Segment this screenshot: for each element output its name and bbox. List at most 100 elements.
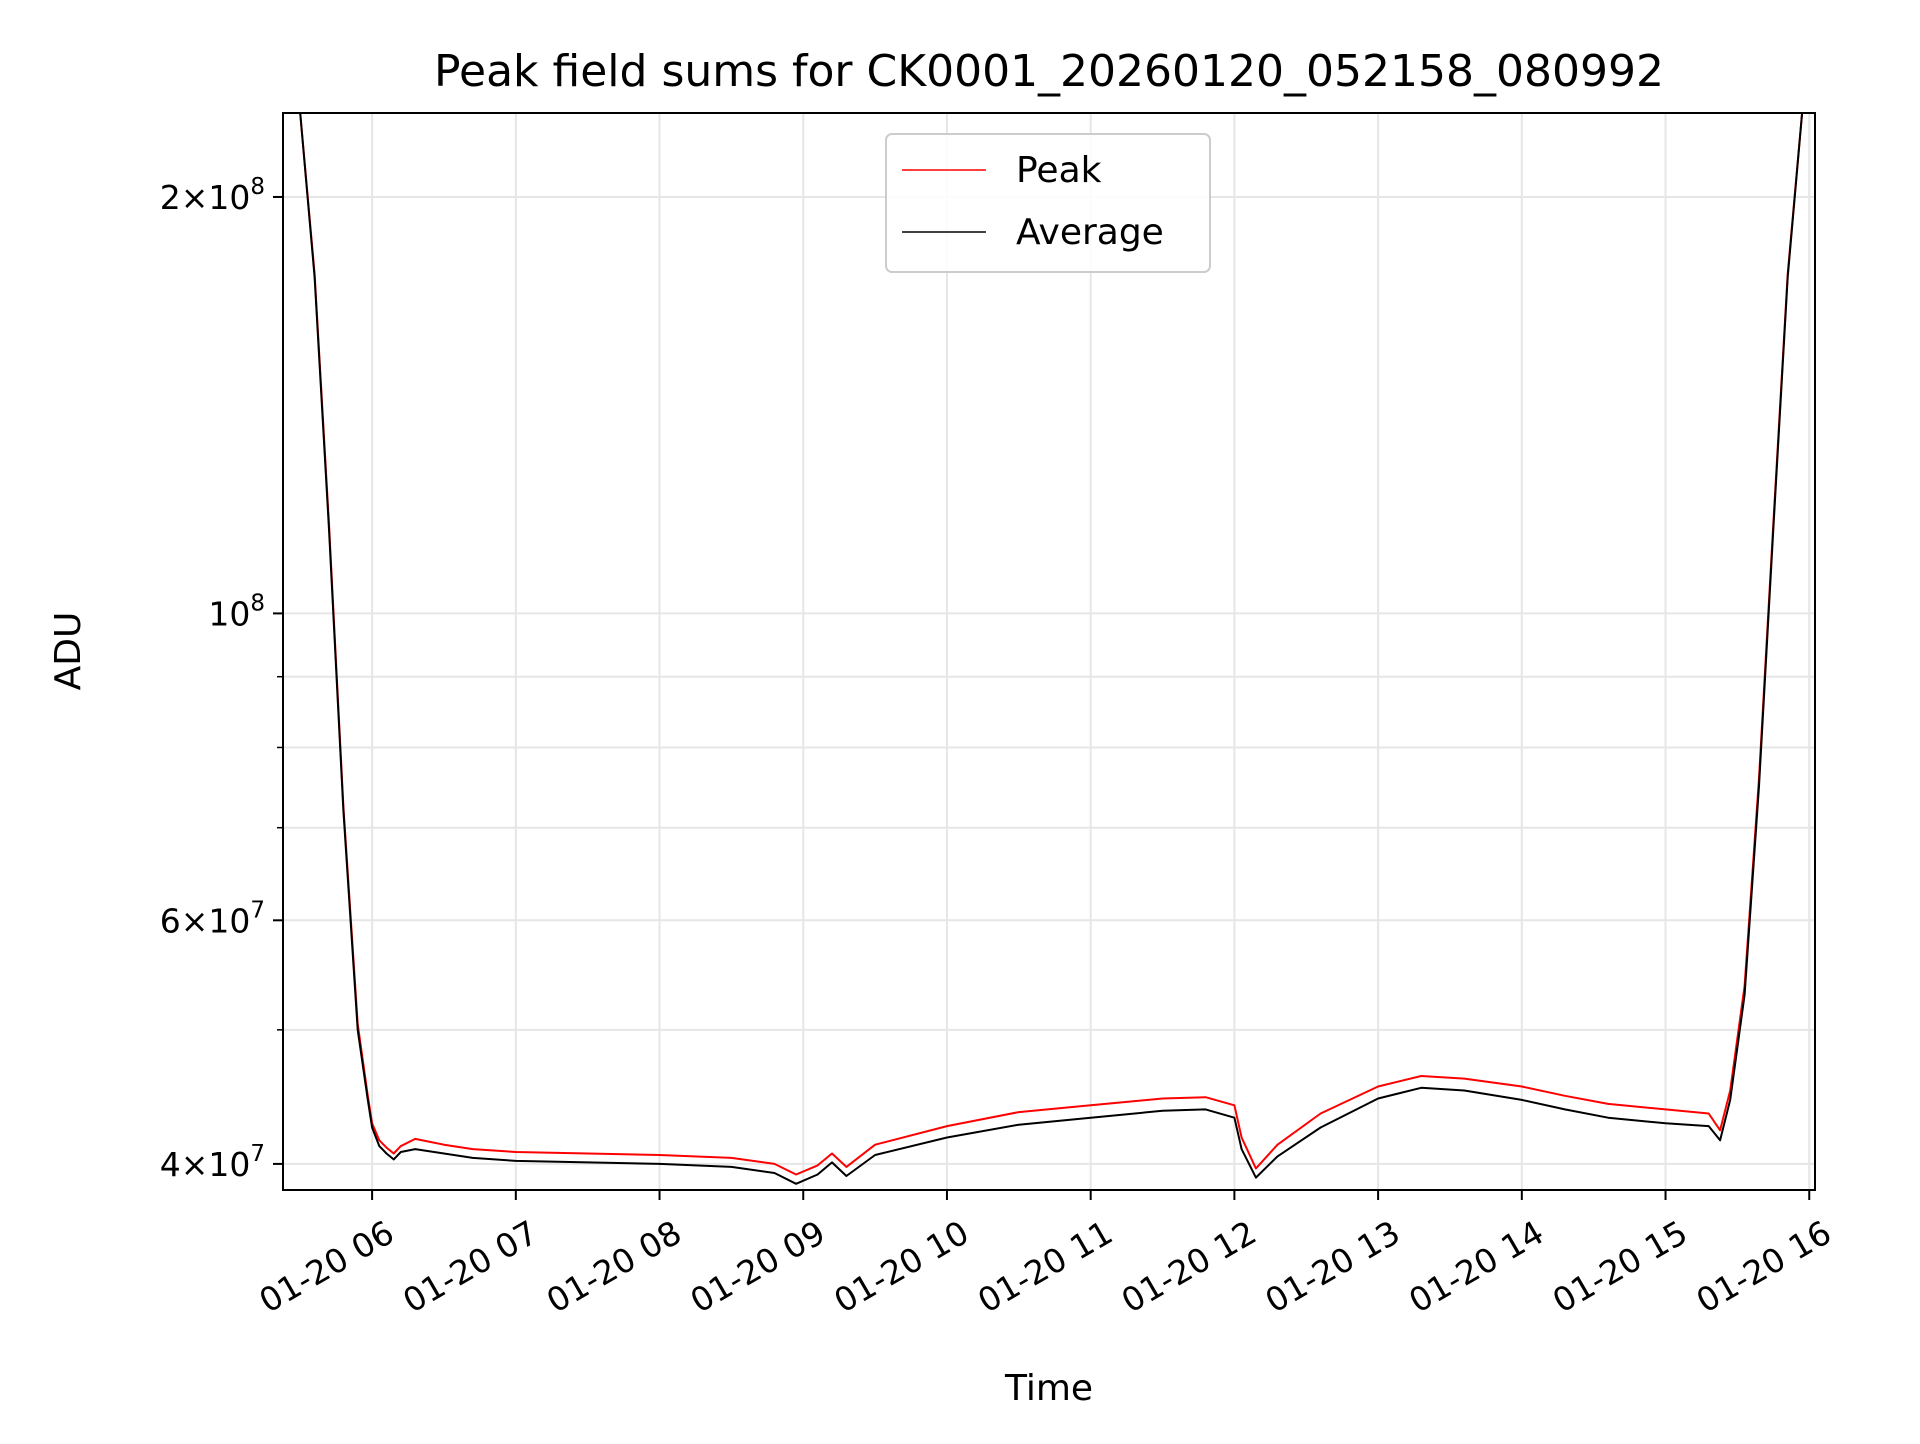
- data-point-average: [874, 1154, 876, 1156]
- y-tick-label: 108: [208, 590, 265, 633]
- data-point-peak: [874, 1143, 876, 1146]
- data-point-average: [342, 810, 345, 812]
- data-point-peak: [1463, 1077, 1466, 1080]
- y-tick-label: 4×107: [160, 1141, 265, 1184]
- data-point-average: [1204, 1108, 1207, 1111]
- data-point-peak: [1607, 1103, 1609, 1105]
- y-tick-label: 6×107: [160, 897, 265, 940]
- data-point-average: [1564, 1108, 1566, 1111]
- data-point-average: [1018, 1123, 1020, 1126]
- data-point-peak: [1233, 1104, 1236, 1107]
- data-point-average: [831, 1161, 833, 1164]
- data-point-peak: [1420, 1075, 1422, 1077]
- data-point-average: [400, 1151, 402, 1153]
- data-point-average: [1729, 1099, 1731, 1101]
- data-point-average: [730, 1166, 733, 1168]
- x-axis-label: Time: [1004, 1368, 1093, 1409]
- data-point-peak: [730, 1157, 733, 1159]
- chart-title: Peak field sums for CK0001_20260120_0521…: [434, 46, 1664, 97]
- y-axis-label: ADU: [48, 612, 89, 691]
- data-point-peak: [1564, 1095, 1566, 1097]
- data-point-peak: [400, 1145, 402, 1147]
- data-point-average: [1276, 1155, 1279, 1158]
- data-point-average: [371, 1126, 373, 1129]
- data-point-peak: [946, 1125, 948, 1127]
- data-point-peak: [1255, 1167, 1257, 1170]
- data-point-peak: [1664, 1108, 1667, 1111]
- data-point-peak: [385, 1146, 388, 1149]
- data-point-average: [1377, 1097, 1379, 1100]
- legend-frame: [885, 133, 1211, 273]
- data-point-peak: [1161, 1097, 1164, 1100]
- data-point-peak: [586, 1152, 589, 1155]
- plot-frame: [282, 112, 1816, 1191]
- data-point-peak: [414, 1138, 417, 1140]
- data-point-average: [1772, 528, 1775, 531]
- data-point-average: [845, 1175, 848, 1177]
- data-point-peak: [816, 1164, 819, 1167]
- y-axis-ticks: 4×107 6×107 108 2×108: [160, 174, 283, 1184]
- data-point-peak: [1276, 1143, 1279, 1146]
- data-point-average: [1743, 994, 1746, 996]
- data-point-average: [586, 1161, 589, 1164]
- data-point-peak: [1719, 1129, 1721, 1132]
- data-point-average: [1255, 1176, 1257, 1179]
- data-point-average: [385, 1152, 388, 1155]
- data-point-peak: [471, 1148, 474, 1150]
- data-point-average: [1240, 1148, 1243, 1150]
- series-layer: [283, 113, 1815, 1185]
- data-point-peak: [515, 1151, 517, 1153]
- data-point-average: [1521, 1099, 1523, 1101]
- data-point-peak: [795, 1173, 797, 1176]
- data-point-peak: [1521, 1085, 1523, 1088]
- data-point-average: [1463, 1089, 1466, 1092]
- data-point-peak: [831, 1152, 833, 1155]
- data-point-average: [1719, 1139, 1721, 1142]
- data-point-peak: [845, 1166, 848, 1168]
- data-point-peak: [1089, 1104, 1092, 1107]
- data-point-peak: [773, 1163, 776, 1165]
- data-point-average: [658, 1163, 661, 1165]
- data-point-peak: [392, 1152, 395, 1155]
- data-point-average: [328, 528, 330, 531]
- y-tick-label: 2×108: [160, 174, 265, 217]
- grid: [283, 113, 1815, 1190]
- data-point-average: [1161, 1110, 1164, 1112]
- data-point-peak: [1204, 1096, 1207, 1098]
- data-point-peak: [658, 1154, 661, 1156]
- data-point-average: [1319, 1126, 1322, 1129]
- data-point-average: [1707, 1125, 1710, 1127]
- data-point-average: [392, 1158, 395, 1161]
- data-point-average: [1607, 1116, 1609, 1119]
- data-point-average: [1420, 1087, 1422, 1089]
- data-point-average: [816, 1173, 819, 1176]
- legend-label-average: Average: [1016, 212, 1164, 253]
- data-point-average: [1758, 785, 1760, 787]
- data-point-average: [1664, 1122, 1667, 1125]
- data-point-average: [795, 1183, 797, 1185]
- data-point-peak: [1377, 1085, 1379, 1088]
- data-point-average: [471, 1157, 474, 1159]
- data-point-average: [414, 1148, 417, 1150]
- data-point-average: [773, 1172, 776, 1174]
- data-point-peak: [1240, 1136, 1243, 1139]
- data-point-peak: [443, 1143, 445, 1146]
- data-point-average: [946, 1136, 948, 1139]
- data-point-average: [443, 1152, 445, 1155]
- data-point-average: [1089, 1116, 1092, 1119]
- data-point-average: [313, 276, 316, 279]
- data-point-average: [378, 1145, 381, 1147]
- legend-label-peak: Peak: [1016, 150, 1102, 191]
- legend: Peak Average: [885, 133, 1211, 273]
- data-point-average: [1786, 276, 1789, 279]
- data-point-peak: [1319, 1112, 1322, 1115]
- data-point-peak: [1707, 1112, 1710, 1115]
- data-point-average: [515, 1160, 517, 1162]
- data-point-peak: [1018, 1111, 1020, 1113]
- data-point-average: [356, 1029, 359, 1031]
- data-point-peak: [378, 1139, 381, 1142]
- data-point-average: [367, 1099, 369, 1101]
- data-point-average: [1233, 1116, 1236, 1119]
